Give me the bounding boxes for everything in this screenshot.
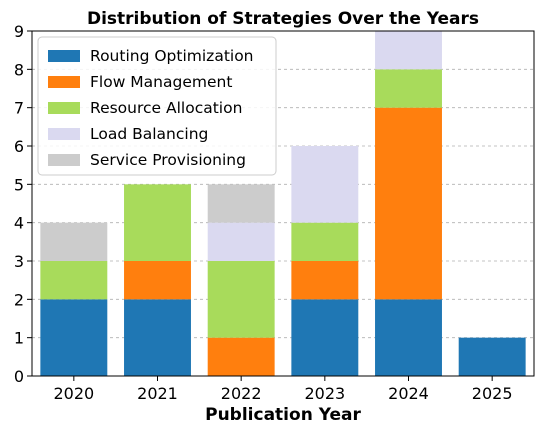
- bar-segment: [375, 69, 442, 108]
- y-tick-label: 1: [14, 329, 24, 348]
- x-axis-label: Publication Year: [205, 405, 361, 425]
- bar-segment: [207, 184, 275, 223]
- bar-segment: [375, 31, 442, 70]
- legend-label: Load Balancing: [90, 125, 208, 143]
- legend-swatch: [48, 102, 80, 114]
- bar-segment: [291, 146, 359, 223]
- bar-segment: [40, 222, 108, 261]
- bar-segment: [124, 299, 191, 376]
- y-tick-label: 3: [14, 252, 24, 271]
- x-tick-label: 2025: [472, 384, 513, 403]
- y-tick-label: 7: [14, 99, 24, 118]
- bar-segment: [124, 184, 191, 261]
- y-tick-label: 0: [14, 367, 24, 386]
- bar-segment: [375, 107, 442, 300]
- bar-segment: [207, 261, 275, 338]
- bar-segment: [207, 222, 275, 261]
- plot-frame: [31, 30, 535, 377]
- legend-swatch: [48, 154, 80, 166]
- y-axis-ticks: 0 1 2 3 4 5 6 7 8 9: [14, 22, 32, 386]
- y-tick-label: 9: [14, 22, 24, 41]
- x-tick-label: 2023: [304, 384, 345, 403]
- y-tick-label: 6: [14, 137, 24, 156]
- legend-label: Flow Management: [90, 73, 232, 91]
- bar-segment: [40, 299, 108, 376]
- bar-segment: [291, 299, 359, 376]
- legend-box: [37, 36, 277, 176]
- bar-segment: [207, 337, 275, 376]
- legend-label: Service Provisioning: [90, 151, 246, 169]
- x-axis-ticks: 2020 2021 2022 2023 2024 2025: [53, 376, 513, 403]
- x-tick-label: 2022: [221, 384, 262, 403]
- legend-swatch: [48, 50, 80, 62]
- chart-title: Distribution of Strategies Over the Year…: [87, 9, 479, 29]
- y-tick-label: 5: [14, 175, 24, 194]
- bar-segment: [40, 261, 108, 300]
- bar-segment: [291, 222, 359, 261]
- bar-segment: [458, 337, 526, 376]
- legend-swatch: [48, 128, 80, 140]
- x-tick-label: 2021: [137, 384, 178, 403]
- legend-swatch: [48, 76, 80, 88]
- x-tick-label: 2020: [53, 384, 94, 403]
- bars: [40, 31, 526, 376]
- y-tick-label: 2: [14, 290, 24, 309]
- y-tick-label: 8: [14, 60, 24, 79]
- legend-label: Resource Allocation: [90, 99, 242, 117]
- y-tick-label: 4: [14, 214, 24, 233]
- bar-segment: [291, 261, 359, 300]
- legend: Routing Optimization Flow Management Resou…: [37, 36, 277, 176]
- bar-segment: [124, 261, 191, 300]
- bar-segment: [375, 299, 442, 376]
- legend-label: Routing Optimization: [90, 47, 254, 65]
- x-tick-label: 2024: [388, 384, 429, 403]
